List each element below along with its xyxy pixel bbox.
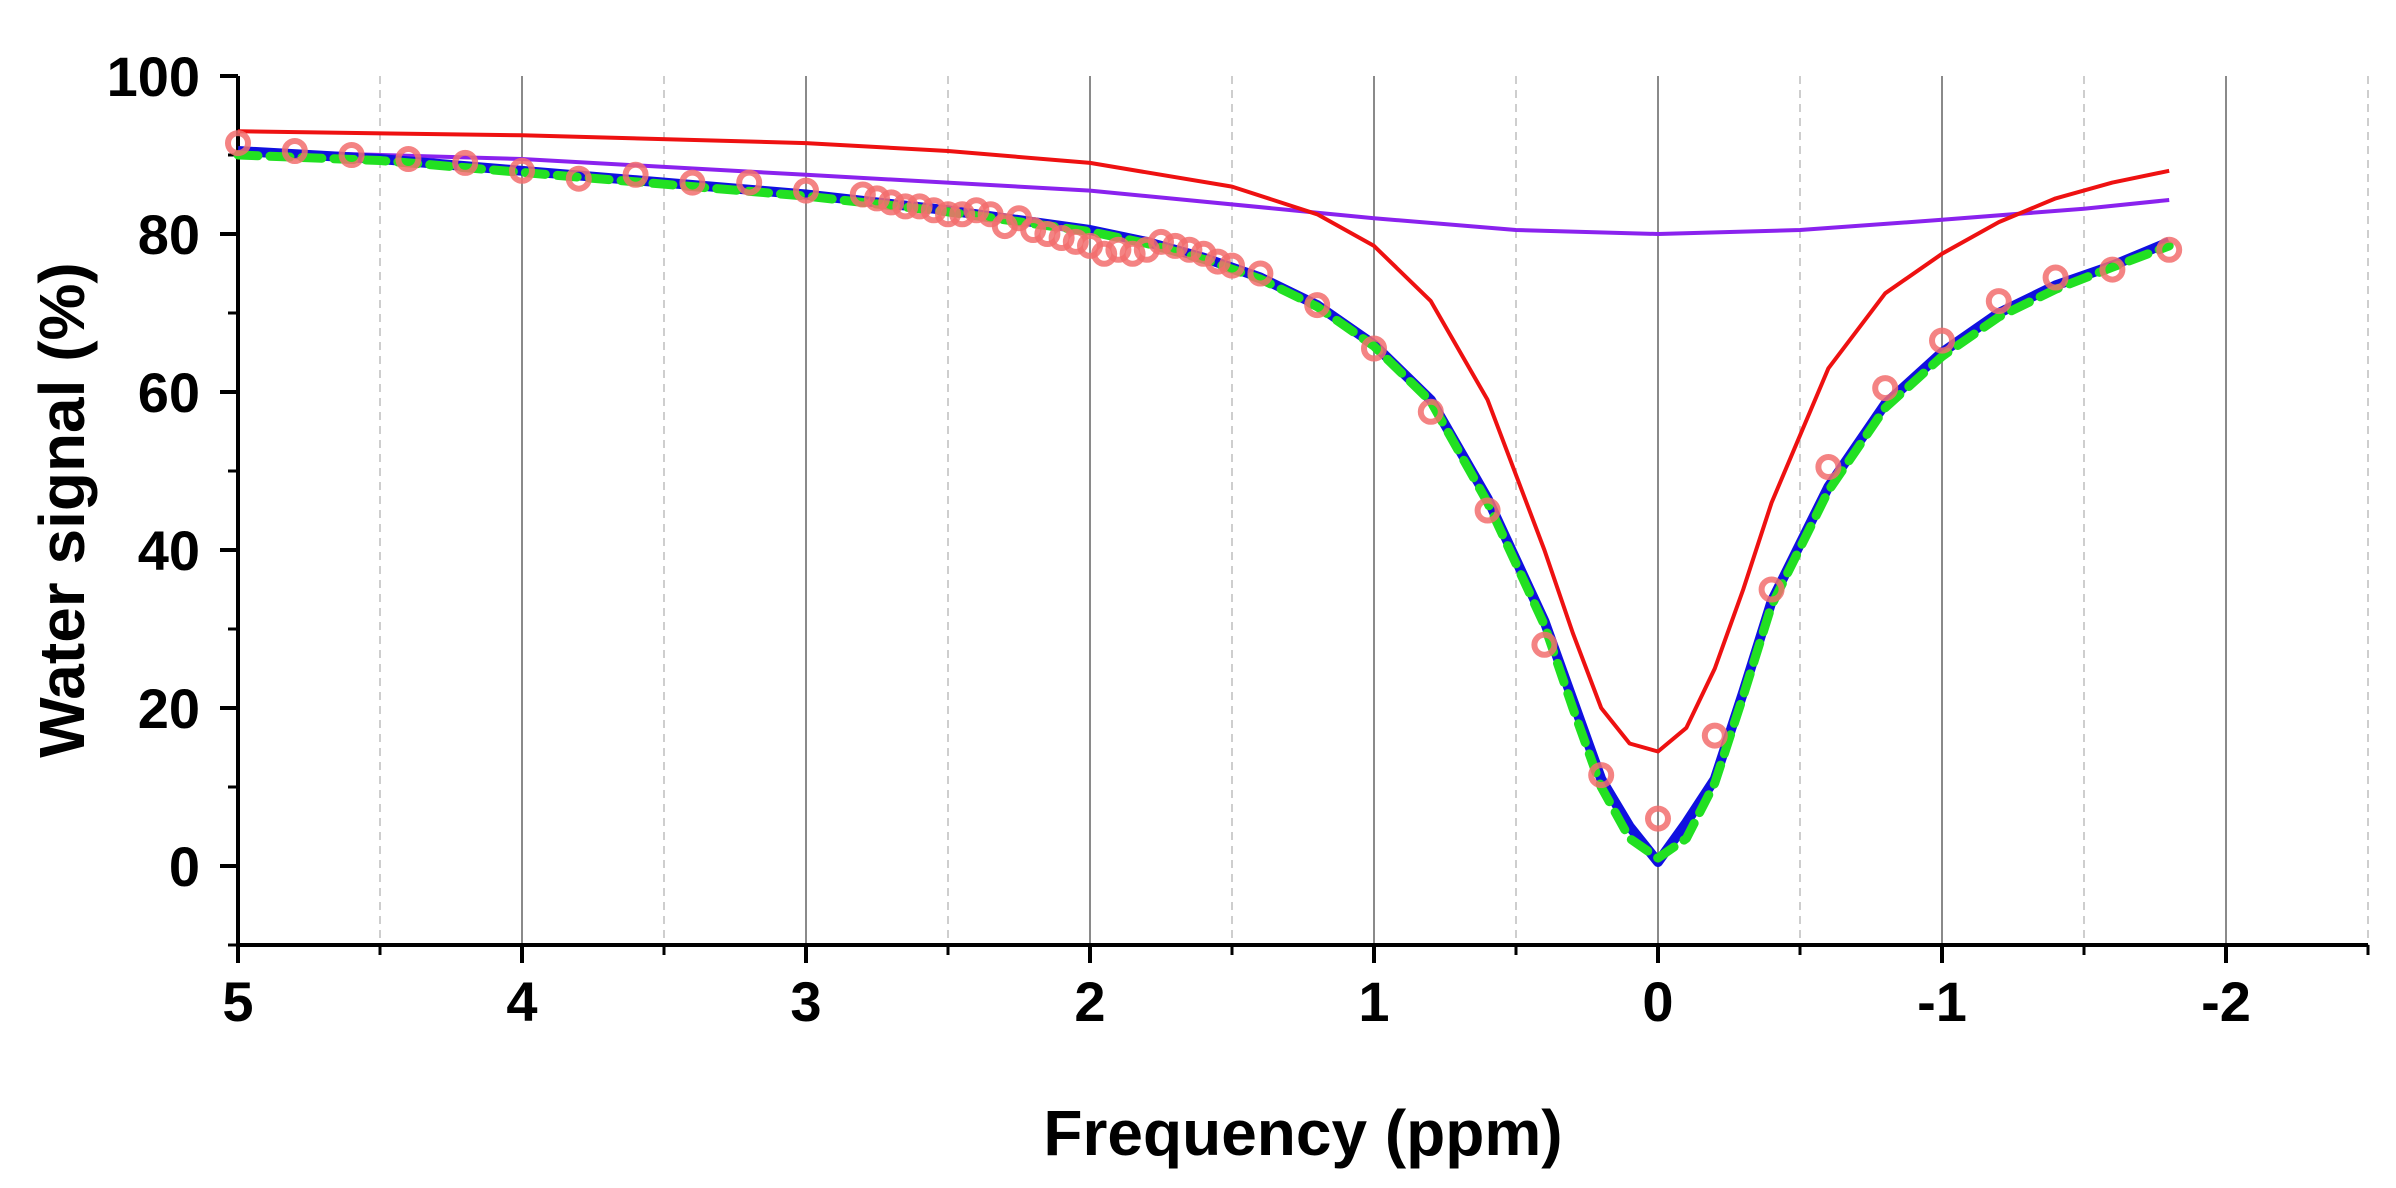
y-tick-label: 100: [107, 45, 200, 108]
x-tick-label: -1: [1917, 970, 1967, 1033]
data-point: [281, 138, 308, 164]
data-point: [1176, 236, 1203, 263]
data-point: [1417, 398, 1444, 425]
data-point: [2042, 264, 2069, 291]
data-point: [1588, 762, 1615, 789]
data-point: [949, 201, 976, 228]
data-point: [1531, 631, 1558, 658]
y-tick-label: 0: [169, 835, 200, 898]
data-point: [452, 149, 479, 176]
grid-lines: [379, 76, 2369, 945]
data-point: [1872, 375, 1899, 402]
data-point: [1701, 722, 1728, 749]
x-tick-label: 5: [222, 970, 253, 1033]
data-point: [793, 177, 819, 204]
axes: [236, 76, 2368, 947]
data-point: [1645, 805, 1671, 832]
data-point: [736, 169, 763, 196]
tick-marks: [220, 74, 2370, 963]
data-point: [920, 197, 947, 224]
data-point: [878, 189, 905, 216]
y-tick-label: 60: [138, 361, 200, 424]
data-point: [1758, 576, 1785, 603]
data-point: [679, 169, 706, 196]
x-tick-label: 1: [1358, 970, 1389, 1033]
data-point: [1474, 497, 1501, 524]
x-tick-label: -2: [2201, 970, 2251, 1033]
x-tick-label: 0: [1642, 970, 1673, 1033]
data-point: [892, 193, 919, 220]
data-point: [1247, 260, 1274, 287]
data-point: [1204, 248, 1231, 275]
series-line-fit-dashed: [233, 150, 2174, 863]
data-point: [1048, 225, 1075, 251]
data-point: [2156, 236, 2183, 263]
data-point: [509, 157, 535, 184]
data-point: [1034, 221, 1061, 247]
y-axis-title: Water signal (%): [26, 262, 98, 757]
data-point: [1815, 454, 1842, 480]
data-point: [1361, 335, 1387, 362]
x-tick-label: 2: [1074, 970, 1105, 1033]
data-point: [1219, 252, 1245, 279]
data-point: [849, 181, 876, 208]
data-point: [2099, 256, 2126, 283]
y-tick-label: 80: [138, 203, 200, 266]
data-point: [864, 185, 890, 212]
data-point: [395, 146, 422, 172]
x-tick-label: 4: [506, 970, 537, 1033]
data-point: [565, 165, 592, 192]
data-point: [225, 130, 251, 157]
data-point: [1985, 288, 2012, 315]
data-point: [963, 197, 990, 224]
series-line-component-mt: [237, 149, 2170, 236]
data-point: [338, 142, 365, 168]
y-tick-label: 40: [138, 519, 200, 582]
data-point: [1062, 228, 1089, 255]
data-point: [1929, 327, 1955, 354]
x-axis-title: Frequency (ppm): [1043, 1097, 1562, 1169]
series: [225, 129, 2183, 867]
y-tick-label: 20: [138, 677, 200, 740]
data-point: [622, 161, 649, 188]
data-point: [1162, 232, 1189, 259]
data-point: [1091, 240, 1118, 267]
data-point: [1119, 240, 1146, 267]
tick-labels: 5 4 3 2 1 0 -1 -2 0 20 40 60 80 100: [107, 45, 2251, 1033]
data-point: [1304, 292, 1331, 319]
data-point: [1020, 217, 1047, 243]
x-tick-label: 3: [790, 970, 821, 1033]
data-point: [906, 193, 933, 220]
data-point: [1105, 236, 1132, 263]
data-point: [935, 201, 961, 228]
data-point: [1148, 228, 1174, 255]
series-line-component-water: [237, 129, 2170, 754]
